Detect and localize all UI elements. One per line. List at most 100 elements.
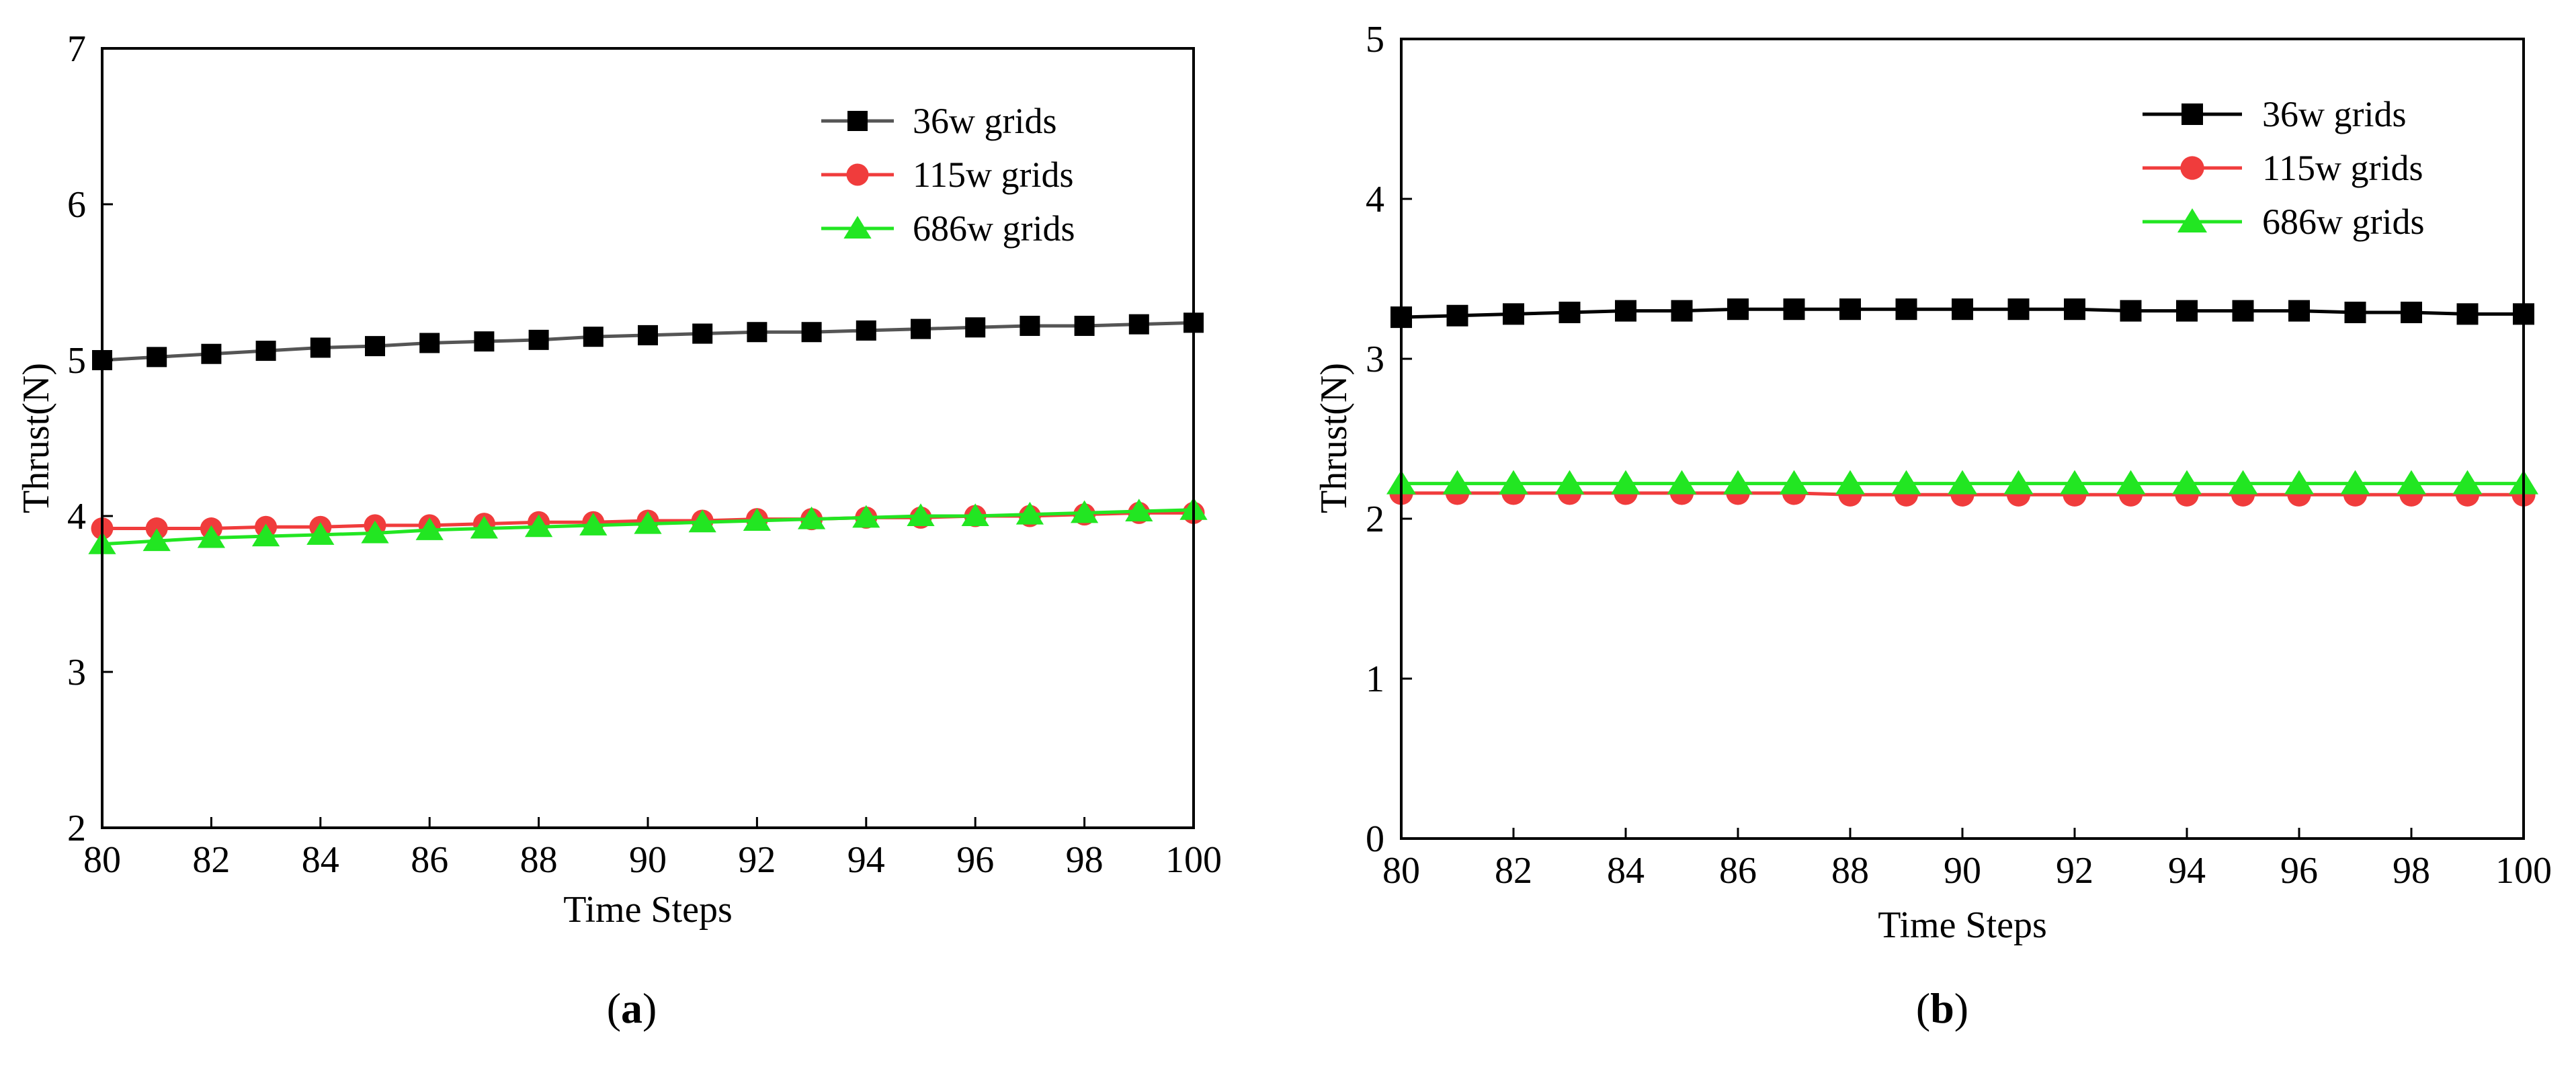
- panel-a-x-tick-label: 86: [411, 839, 448, 881]
- panel-a-data-point: [201, 343, 222, 364]
- panel-a-data-point: [911, 318, 931, 339]
- panel-a-legend-marker: [843, 216, 872, 239]
- panel-a-chart: 80 82 84 86 88 90 92 94 96 98 100 2 3 4 5 6 7 36w grids 1…: [15, 28, 1222, 1032]
- panel-a-data-point: [797, 506, 826, 529]
- panel-b-legend-entry: 36w grids: [2143, 94, 2407, 134]
- panel-a-x-tick-label: 82: [192, 839, 230, 881]
- panel-a-data-point: [365, 336, 385, 357]
- panel-b-x-tick-label: 80: [1382, 850, 1420, 892]
- panel-a-series-triangle: [88, 497, 1208, 554]
- panel-a-data-point: [688, 509, 716, 533]
- panel-b-legend-label: 36w grids: [2262, 94, 2407, 134]
- panel-a-data-point: [528, 329, 549, 350]
- panel-a-data-point: [1125, 499, 1153, 522]
- panel-a-x-tick-label: 92: [738, 839, 776, 881]
- panel-a-data-point: [251, 523, 280, 547]
- panel-b-data-point: [1667, 470, 1697, 495]
- panel-a-data-point: [743, 508, 772, 531]
- panel-b-x-tick-label: 88: [1831, 850, 1869, 892]
- panel-a-legend-label: 686w grids: [913, 208, 1075, 249]
- panel-a-data-point: [692, 323, 713, 344]
- panel-b-data-point: [2288, 300, 2310, 322]
- panel-a-y-axis-label: Thrust(N): [15, 363, 57, 513]
- panel-b-data-point: [2452, 470, 2483, 495]
- panel-a-data-point: [470, 515, 499, 539]
- panel-b-data-point: [1948, 470, 1977, 495]
- panel-b-x-tick-label: 84: [1607, 850, 1645, 892]
- panel-a-data-point: [147, 347, 167, 368]
- panel-a-data-point: [747, 322, 767, 343]
- panel-b-legend-label: 115w grids: [2262, 148, 2423, 188]
- panel-a-data-point: [197, 525, 226, 548]
- panel-b-legend-marker: [2180, 156, 2204, 180]
- panel-b-y-tick-label: 0: [1366, 818, 1384, 860]
- panel-a-data-point: [415, 517, 444, 540]
- panel-b-data-point: [1891, 470, 1921, 495]
- panel-a-x-tick-label: 80: [83, 839, 121, 881]
- panel-a-legend-entry: 36w grids: [821, 101, 1057, 141]
- panel-b-data-point: [1503, 303, 1524, 325]
- panel-b-data-point: [1723, 470, 1753, 495]
- panel-b-y-tick-label: 5: [1366, 19, 1384, 60]
- panel-a-data-point: [801, 322, 822, 343]
- panel-a-x-tick-label: 88: [520, 839, 558, 881]
- panel-b-data-point: [2284, 470, 2314, 495]
- panel-b-data-point: [2176, 300, 2198, 322]
- panel-a-data-point: [419, 333, 440, 353]
- panel-b-data-point: [1615, 300, 1636, 322]
- panel-b-data-point: [2172, 470, 2202, 495]
- panel-a-series-square: [92, 312, 1204, 370]
- panel-b-data-point: [1559, 301, 1581, 323]
- panel-a-data-point: [583, 327, 604, 347]
- panel-a-data-point: [1015, 501, 1044, 525]
- panel-a-legend-entry: 115w grids: [821, 155, 1074, 195]
- panel-a-caption-letter: a: [621, 984, 642, 1032]
- panel-b-data-point: [1783, 298, 1805, 320]
- panel-b-legend-entry: 686w grids: [2143, 202, 2425, 242]
- panel-b-data-point: [1839, 298, 1861, 320]
- panel-a-data-point: [907, 503, 935, 526]
- panel-a-y-tick-label: 3: [67, 652, 86, 693]
- panel-b-y-axis-label: Thrust(N): [1313, 363, 1355, 513]
- panel-a-data-point: [965, 317, 986, 338]
- panel-a-legend-entry: 686w grids: [821, 208, 1075, 249]
- panel-b-x-tick-label: 86: [1719, 850, 1757, 892]
- panel-a-data-point: [1070, 500, 1099, 523]
- panel-b-data-point: [2064, 298, 2085, 320]
- panel-a-y-tick-label: 6: [67, 184, 86, 226]
- panel-b-data-point: [1727, 298, 1749, 320]
- panel-a-data-point: [856, 320, 876, 341]
- panel-b-data-point: [1895, 298, 1917, 320]
- panel-b-data-point: [2116, 470, 2146, 495]
- panel-a-data-point: [961, 503, 989, 526]
- panel-b-series-square: [1390, 298, 2534, 329]
- panel-a-y-tick-label: 2: [67, 808, 86, 849]
- panel-a-data-point: [524, 514, 553, 538]
- panel-b-x-tick-label: 82: [1495, 850, 1532, 892]
- panel-b-data-point: [1952, 298, 1973, 320]
- panel-b-data-point: [2228, 470, 2258, 495]
- panel-a-data-point: [306, 522, 335, 545]
- panel-a-data-point: [474, 331, 495, 352]
- panel-a-data-point: [361, 520, 389, 544]
- panel-a-y-tick-label: 4: [67, 496, 86, 538]
- panel-b-data-point: [1835, 470, 1865, 495]
- panel-a-data-point: [1074, 315, 1095, 336]
- panel-b-legend-entry: 115w grids: [2143, 148, 2423, 188]
- panel-b-data-point: [1779, 470, 1809, 495]
- panel-a-y-tick-label: 7: [67, 28, 86, 70]
- panel-b-data-point: [2232, 300, 2254, 322]
- panel-b-data-point: [2060, 470, 2089, 495]
- panel-b-data-point: [2003, 470, 2034, 495]
- panel-b-x-axis-label: Time Steps: [1878, 904, 2047, 946]
- panel-a-data-point: [634, 511, 662, 534]
- panel-a-data-point: [1020, 315, 1040, 336]
- panel-b-y-tick-label: 1: [1366, 658, 1384, 700]
- panel-a-x-tick-label: 84: [302, 839, 339, 881]
- panel-a-data-point: [255, 341, 276, 361]
- panel-a-legend-label: 115w grids: [913, 155, 1074, 195]
- panel-b-x-tick-label: 94: [2168, 850, 2206, 892]
- panel-a-data-point: [579, 513, 608, 536]
- panel-b-series-triangle: [1386, 470, 2538, 495]
- panel-b-data-point: [2456, 303, 2479, 325]
